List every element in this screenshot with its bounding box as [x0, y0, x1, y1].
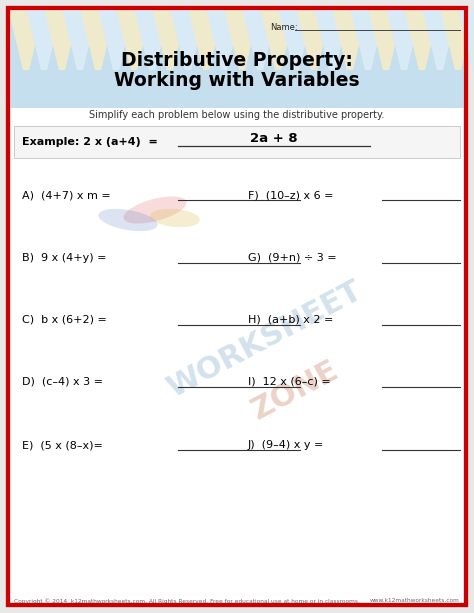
- Polygon shape: [134, 8, 170, 83]
- Polygon shape: [422, 8, 458, 83]
- Polygon shape: [260, 8, 296, 83]
- Text: ZONE: ZONE: [246, 355, 343, 425]
- Text: E)  (5 x (8–x)=: E) (5 x (8–x)=: [22, 440, 103, 450]
- Polygon shape: [152, 8, 188, 83]
- Text: Simplify each problem below using the distributive property.: Simplify each problem below using the di…: [89, 110, 385, 120]
- Ellipse shape: [124, 196, 187, 224]
- Polygon shape: [80, 8, 116, 83]
- Polygon shape: [26, 8, 62, 83]
- Text: G)  (9+n) ÷ 3 =: G) (9+n) ÷ 3 =: [248, 253, 337, 263]
- Polygon shape: [44, 8, 80, 83]
- FancyBboxPatch shape: [14, 126, 460, 158]
- Text: C)  b x (6+2) =: C) b x (6+2) =: [22, 315, 107, 325]
- FancyBboxPatch shape: [8, 8, 466, 605]
- Polygon shape: [62, 8, 98, 83]
- Polygon shape: [368, 8, 404, 83]
- Polygon shape: [98, 8, 134, 83]
- Ellipse shape: [150, 209, 200, 227]
- Text: Copyright © 2014  k12mathworksheets.com. All Rights Reserved. Free for education: Copyright © 2014 k12mathworksheets.com. …: [14, 598, 360, 604]
- Polygon shape: [188, 8, 224, 83]
- Text: H)  (a+b) x 2 =: H) (a+b) x 2 =: [248, 315, 333, 325]
- FancyBboxPatch shape: [8, 8, 466, 108]
- FancyBboxPatch shape: [8, 70, 466, 108]
- Text: J)  (9–4) x y =: J) (9–4) x y =: [248, 440, 324, 450]
- Text: Working with Variables: Working with Variables: [114, 70, 360, 89]
- Polygon shape: [350, 8, 386, 83]
- Polygon shape: [440, 8, 474, 83]
- Polygon shape: [224, 8, 260, 83]
- Text: I)  12 x (6–c) =: I) 12 x (6–c) =: [248, 377, 331, 387]
- Polygon shape: [332, 8, 368, 83]
- Polygon shape: [458, 8, 474, 83]
- Polygon shape: [278, 8, 314, 83]
- Text: A)  (4+7) x m =: A) (4+7) x m =: [22, 190, 111, 200]
- Ellipse shape: [99, 209, 157, 231]
- Polygon shape: [386, 8, 422, 83]
- Text: Example: 2 x (a+4)  =: Example: 2 x (a+4) =: [22, 137, 158, 147]
- Polygon shape: [404, 8, 440, 83]
- Polygon shape: [170, 8, 206, 83]
- Polygon shape: [116, 8, 152, 83]
- Polygon shape: [242, 8, 278, 83]
- Polygon shape: [206, 8, 242, 83]
- Text: D)  (c–4) x 3 =: D) (c–4) x 3 =: [22, 377, 103, 387]
- Text: www.k12mathworksheets.com: www.k12mathworksheets.com: [370, 598, 460, 604]
- Text: B)  9 x (4+y) =: B) 9 x (4+y) =: [22, 253, 107, 263]
- Text: 2a + 8: 2a + 8: [250, 132, 298, 145]
- Polygon shape: [8, 8, 44, 83]
- Polygon shape: [314, 8, 350, 83]
- Text: Name:: Name:: [270, 23, 298, 32]
- Text: Distributive Property:: Distributive Property:: [121, 50, 353, 69]
- Text: WORKSHEET: WORKSHEET: [163, 276, 367, 403]
- Polygon shape: [296, 8, 332, 83]
- Text: F)  (10–z) x 6 =: F) (10–z) x 6 =: [248, 190, 334, 200]
